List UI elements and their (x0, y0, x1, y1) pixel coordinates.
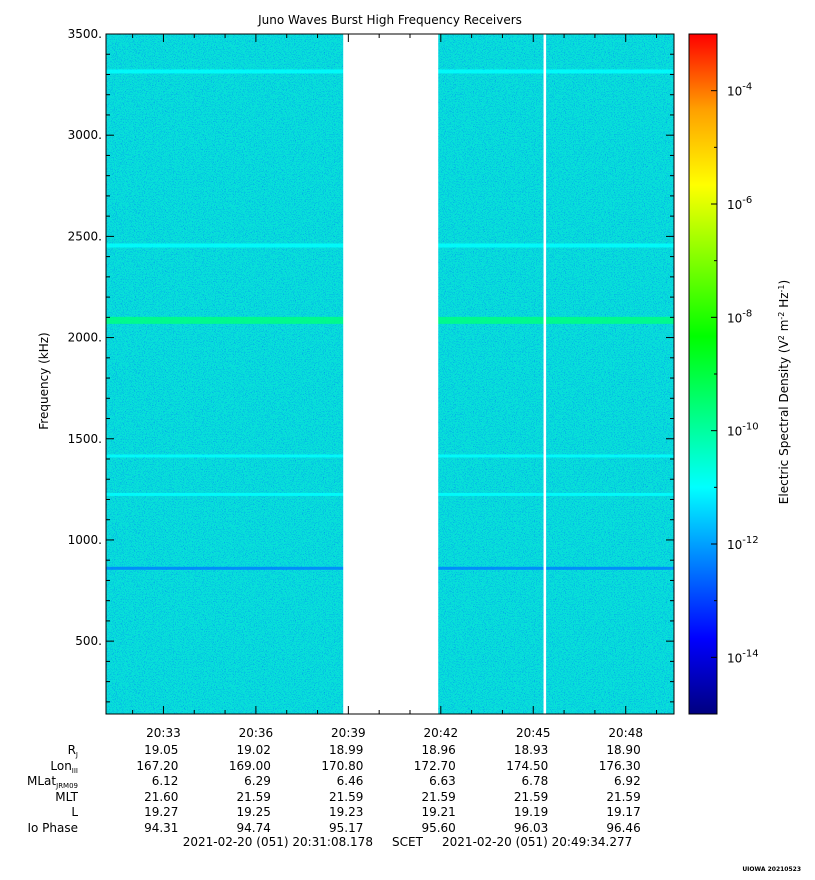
ephemeris-value: 6.78 (521, 774, 549, 789)
plot-frame (105, 33, 675, 715)
data-gap (343, 34, 439, 714)
ephemeris-value: 170.80 (321, 758, 364, 773)
y-tick-label: 2500. (68, 229, 102, 243)
ephemeris-value: 6.46 (336, 774, 364, 789)
colorbar-tick-label: 10-6 (727, 195, 752, 212)
x-axis: 20:33 20:36 20:39 20:42 20:45 20:48 (132, 34, 658, 740)
ephemeris-value: 21.59 (328, 789, 364, 804)
ephemeris-row: MLT 21.60 21.59 21.59 21.59 21.59 21.59 (0, 790, 815, 804)
ephemeris-label: Io Phase (27, 821, 78, 835)
ephemeris-value: 21.60 (144, 789, 179, 804)
ephemeris-row: Io Phase 94.31 94.74 95.17 95.60 96.03 96.46 (0, 821, 815, 835)
colorbar-tick-label: 10-8 (727, 308, 752, 325)
time-range: 2021-02-20 (051) 20:31:08.178 SCET 2021-… (0, 835, 815, 849)
ephemeris-value: 18.99 (328, 743, 364, 757)
y-tick-label: 1000. (68, 533, 102, 547)
ephemeris-label: LonIII (50, 758, 78, 775)
colorbar-tick-label: 10-14 (727, 648, 759, 665)
ephemeris-label: MLT (55, 789, 78, 804)
ephemeris-value: 21.59 (421, 789, 456, 804)
ephemeris-value: 19.21 (421, 805, 456, 820)
y-tick-label: 3500. (68, 27, 102, 41)
ephemeris-label: RJ (67, 743, 78, 759)
colorbar-label: Electric Spectral Density (V2 m-2 Hz-1) (777, 280, 792, 504)
ephemeris-value: 19.02 (236, 743, 271, 757)
ephemeris-value: 6.63 (429, 774, 456, 789)
y-axis: 500. 1000. 1500. 2000. 2500. 3000. 3500. (68, 27, 674, 703)
y-tick-label: 500. (75, 634, 102, 648)
ephemeris-row: L 19.27 19.25 19.23 19.21 19.19 19.17 (0, 805, 815, 819)
ephemeris-value: 95.17 (328, 821, 364, 835)
x-tick-label: 20:42 (424, 726, 459, 740)
colorbar-gradient (688, 33, 718, 715)
data-gap (543, 34, 547, 714)
y-tick-label: 1500. (68, 432, 102, 446)
ephemeris-value: 94.74 (236, 821, 271, 835)
x-tick-label: 20:45 (516, 726, 551, 740)
ephemeris-value: 94.31 (144, 821, 179, 835)
y-tick-label: 2000. (68, 331, 102, 345)
ephemeris-value: 19.23 (328, 805, 364, 820)
ephemeris-value: 18.96 (421, 743, 456, 757)
ephemeris-value: 176.30 (598, 758, 641, 773)
credit-label: UIOWA 20210523 (742, 866, 801, 873)
chart-title: Juno Waves Burst High Frequency Receiver… (257, 13, 522, 27)
ephemeris-value: 21.59 (606, 789, 641, 804)
colorbar-tick-label: 10-4 (727, 82, 752, 99)
x-tick-label: 20:39 (331, 726, 366, 740)
ephemeris-value: 19.19 (513, 805, 549, 820)
x-tick-label: 20:48 (608, 726, 643, 740)
data-gaps (343, 34, 547, 714)
ephemeris-value: 95.60 (421, 821, 456, 835)
ephemeris-row: LonIII 167.20 169.00 170.80 172.70 174.50 176.… (0, 758, 815, 775)
ephemeris-value: 18.90 (606, 743, 641, 757)
x-tick-label: 20:33 (146, 726, 181, 740)
time-end: 2021-02-20 (051) 20:49:34.277 (442, 835, 633, 849)
colorbar-tick-label: 10-10 (727, 422, 759, 439)
ephemeris-value: 6.29 (244, 774, 271, 789)
colorbar: 10-4 10-6 10-8 10-10 10-12 10-14 Electric Spe… (688, 33, 792, 715)
ephemeris-label: L (71, 805, 78, 820)
y-tick-label: 3000. (68, 128, 102, 142)
ephemeris-value: 19.17 (606, 805, 641, 820)
colorbar-ticks: 10-4 10-6 10-8 10-10 10-12 10-14 (711, 82, 759, 665)
ephemeris-value: 19.27 (144, 805, 179, 820)
colorbar-tick-label: 10-12 (727, 535, 759, 552)
ephemeris-value: 167.20 (136, 758, 179, 773)
ephemeris-value: 96.46 (606, 821, 641, 835)
ephemeris-value: 21.59 (513, 789, 549, 804)
ephemeris-value: 6.12 (151, 774, 179, 789)
ephemeris-value: 169.00 (228, 758, 271, 773)
x-tick-label: 20:36 (239, 726, 274, 740)
ephemeris-value: 174.50 (506, 758, 549, 773)
y-axis-label: Frequency (kHz) (37, 332, 51, 429)
ephemeris-row: MLatJRM09 6.12 6.29 6.46 6.63 6.78 6.92 (0, 774, 815, 791)
time-mid-label: SCET (392, 835, 423, 849)
ephemeris-label: MLatJRM09 (27, 774, 78, 791)
plot-area (105, 33, 675, 715)
ephemeris-value: 172.70 (413, 758, 456, 773)
ephemeris-value: 6.92 (613, 774, 641, 789)
ephemeris-value: 19.25 (236, 805, 271, 820)
ephemeris-value: 96.03 (513, 821, 549, 835)
time-start: 2021-02-20 (051) 20:31:08.178 (182, 835, 373, 849)
ephemeris-value: 18.93 (513, 743, 549, 757)
ephemeris-value: 19.05 (144, 743, 179, 757)
ephemeris-row: RJ 19.05 19.02 18.99 18.96 18.93 18.90 (0, 743, 815, 759)
ephemeris-value: 21.59 (236, 789, 271, 804)
